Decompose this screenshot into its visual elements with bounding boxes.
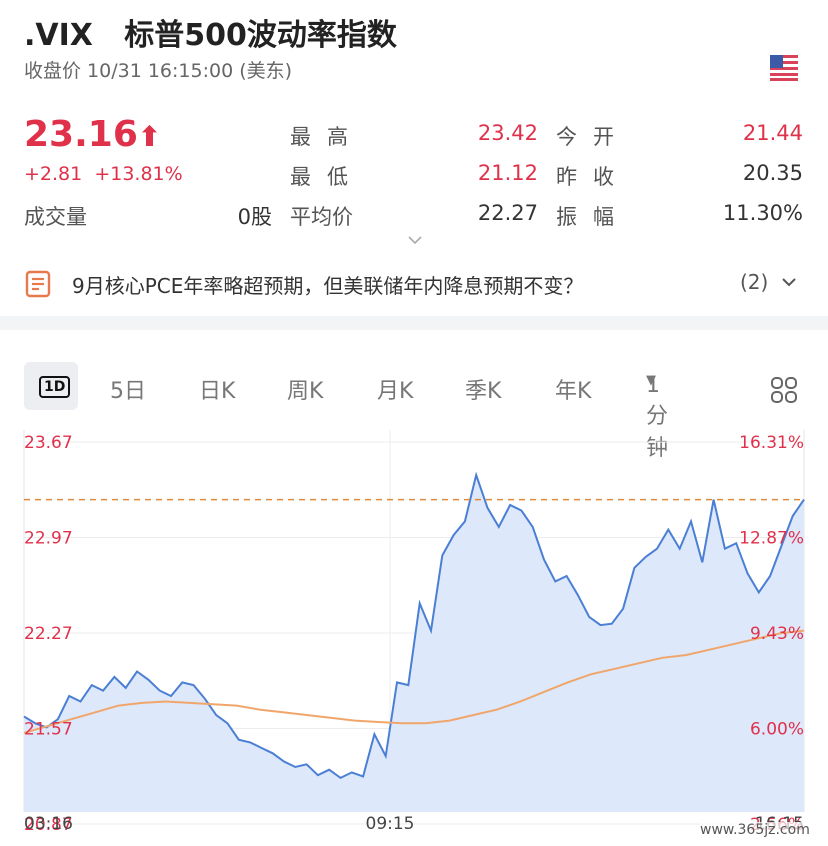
watermark: www.365jz.com — [700, 822, 810, 838]
low-label: 最低 — [290, 165, 364, 189]
open-label: 今开 — [556, 125, 630, 149]
tab-week-k[interactable]: 周K — [287, 379, 324, 404]
prev-close-value: 20.35 — [742, 161, 803, 185]
tab-month-k[interactable]: 月K — [377, 379, 414, 404]
caret-down-icon: ▼ — [646, 373, 656, 388]
y-left-tick: 22.27 — [24, 624, 73, 644]
page-title: .VIX 标普500波动率指数 — [24, 18, 397, 53]
news-headline[interactable]: 9月核心PCE年率略超预期，但美联储年内降息预期不变？ — [72, 274, 584, 298]
y-left-tick: 21.57 — [24, 720, 73, 740]
y-right-tick: 16.31% — [739, 433, 804, 453]
volume-label: 成交量 — [24, 205, 87, 229]
expand-chevron-icon[interactable] — [406, 234, 424, 246]
volume-value: 0股 — [237, 205, 272, 229]
y-left-tick: 22.97 — [24, 529, 73, 549]
tab-5d[interactable]: 5日 — [110, 379, 146, 404]
price-area — [24, 475, 804, 812]
last-price: 23.16⬆ — [24, 114, 162, 155]
y-left-tick: 23.67 — [24, 433, 73, 453]
news-icon — [25, 270, 51, 298]
avg-value: 22.27 — [477, 201, 538, 225]
amplitude-label: 振幅 — [556, 205, 630, 229]
average-line — [23, 629, 805, 734]
x-tick: 09:15 — [366, 814, 415, 834]
high-label: 最高 — [290, 125, 364, 149]
prev-close-label: 昨收 — [556, 165, 630, 189]
close-time: 收盘价 10/31 16:15:00 (美东) — [24, 60, 293, 82]
news-chevron-icon[interactable] — [780, 276, 798, 290]
y-left-tick: 20.87 — [24, 815, 73, 835]
quote-panel: .VIX 标普500波动率指数 收盘价 10/31 16:15:00 (美东) … — [0, 0, 828, 316]
tab-day-k[interactable]: 日K — [199, 379, 236, 404]
low-value: 21.12 — [477, 161, 538, 185]
amplitude-value: 11.30% — [722, 201, 803, 225]
tab-year-k[interactable]: 年K — [555, 379, 592, 404]
high-value: 23.42 — [477, 121, 538, 145]
price-change: +2.81 +13.81% — [24, 163, 183, 185]
tab-quarter-k[interactable]: 季K — [465, 379, 502, 404]
tab-1d[interactable]: 1D — [39, 376, 71, 398]
y-right-tick: 9.43% — [750, 624, 804, 644]
price-line — [23, 471, 805, 780]
avg-label: 平均价 — [290, 205, 353, 229]
up-arrow-icon: ⬆ — [137, 120, 162, 153]
x-tick: 03:16 — [24, 814, 73, 834]
news-count[interactable]: (2) — [740, 270, 769, 294]
y-right-tick: 6.00% — [750, 720, 804, 740]
grid-layout-icon[interactable] — [770, 376, 798, 404]
open-value: 21.44 — [742, 121, 803, 145]
y-right-tick: 12.87% — [739, 529, 804, 549]
us-flag-icon — [770, 55, 798, 81]
